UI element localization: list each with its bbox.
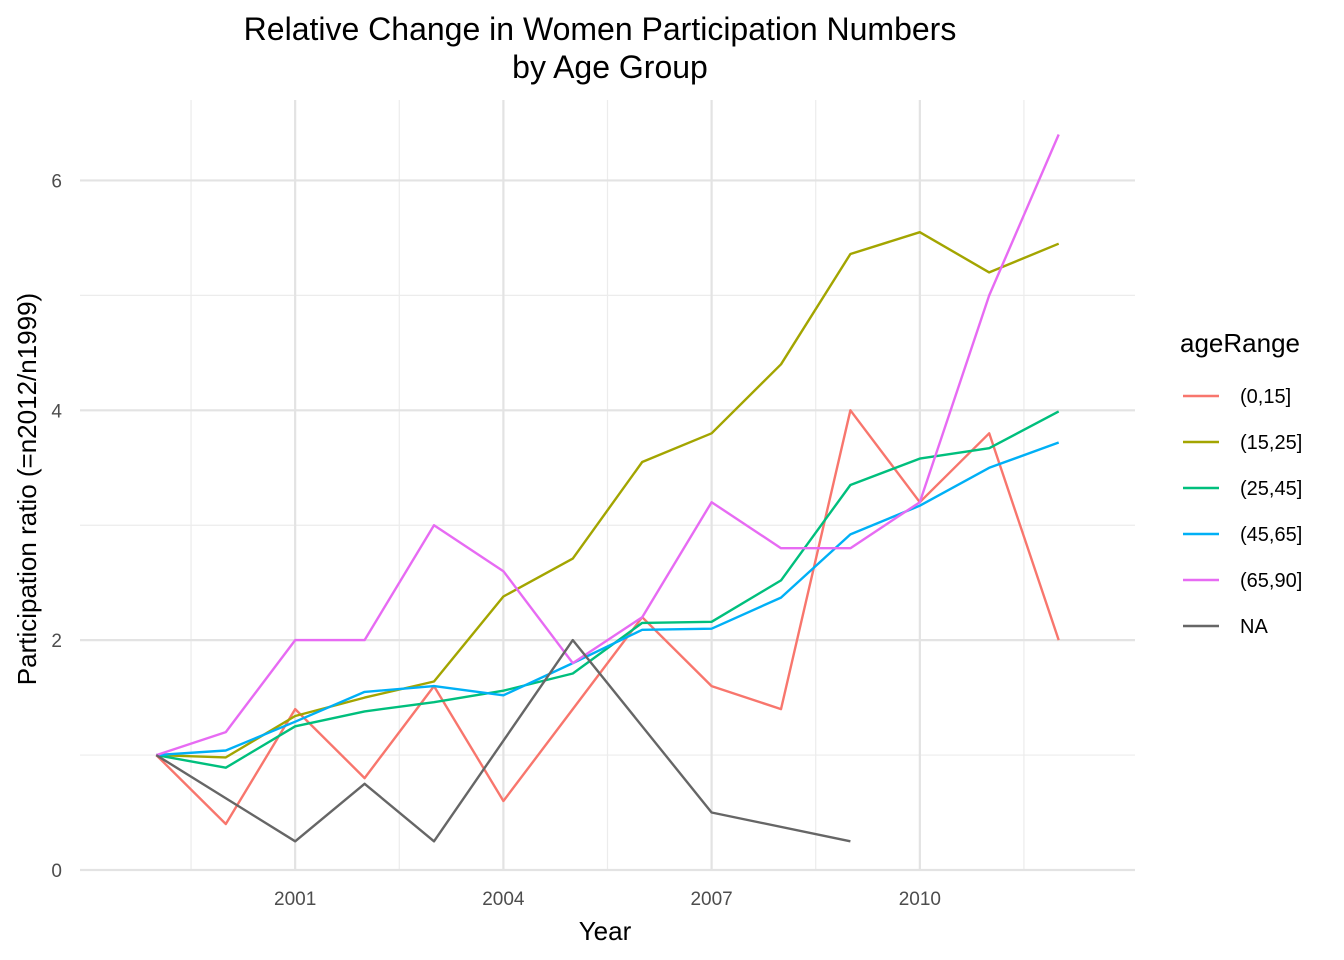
y-tick-label: 6 bbox=[51, 171, 62, 192]
legend-label-3: (45,65] bbox=[1240, 524, 1302, 546]
series-line-2 bbox=[156, 410, 1060, 769]
chart-subtitle: by Age Group bbox=[512, 49, 708, 85]
series-line-4 bbox=[155, 134, 1060, 757]
legend-label-1: (15,25] bbox=[1240, 432, 1302, 454]
x-axis-ticks: 2001 2004 2007 2010 bbox=[274, 889, 941, 910]
y-tick-label: 2 bbox=[51, 631, 62, 652]
legend-title: ageRange bbox=[1180, 328, 1300, 358]
legend-label-0: (0,15] bbox=[1240, 386, 1291, 408]
x-tick-label: 2007 bbox=[690, 889, 732, 910]
legend: ageRange (0,15] (15,25] (25,45] (45,65] (65,… bbox=[1180, 328, 1302, 638]
legend-label-2: (25,45] bbox=[1240, 478, 1302, 500]
x-tick-label: 2004 bbox=[482, 889, 525, 910]
y-axis-ticks: 0 2 4 6 bbox=[51, 171, 62, 882]
minor-gridlines bbox=[80, 100, 1135, 870]
x-axis-title: Year bbox=[579, 916, 632, 946]
legend-label-4: (65,90] bbox=[1240, 570, 1302, 592]
x-tick-label: 2001 bbox=[274, 889, 316, 910]
y-tick-label: 4 bbox=[51, 401, 62, 422]
series-lines bbox=[155, 134, 1060, 843]
y-axis-title: Participation ratio (=n2012/n1999) bbox=[12, 293, 42, 685]
x-tick-label: 2010 bbox=[899, 889, 941, 910]
legend-label-5: NA bbox=[1240, 616, 1268, 638]
y-tick-label: 0 bbox=[51, 861, 62, 882]
chart-title: Relative Change in Women Participation N… bbox=[244, 11, 957, 47]
series-line-5 bbox=[155, 638, 851, 843]
series-line-1 bbox=[156, 230, 1060, 759]
series-line-0 bbox=[155, 409, 1060, 826]
